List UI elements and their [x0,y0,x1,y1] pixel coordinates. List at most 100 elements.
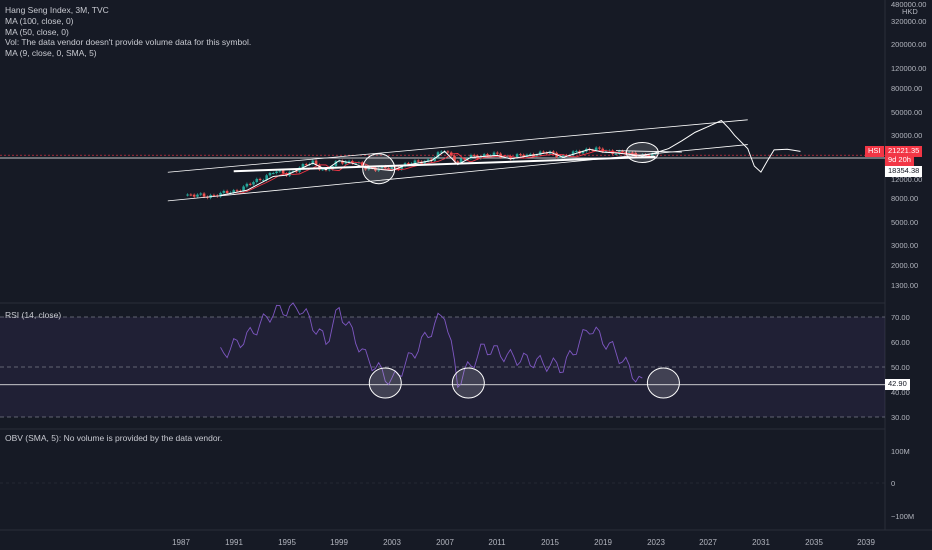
candle-body [436,152,440,158]
price-tick: 80000.00 [891,84,923,93]
time-tick: 2003 [383,538,401,547]
candle-body [248,183,252,185]
price-tick: 12000.00 [891,175,923,184]
candle-body [482,154,486,157]
candle-body [519,154,522,156]
last-price-tag: 21221.35 [885,146,923,157]
candle-body [472,154,476,156]
candle-body [581,151,585,154]
candle-body [295,171,298,173]
candle-body [383,166,387,169]
candle-body [225,190,229,193]
time-tick: 1991 [225,538,243,547]
candle-body [242,186,245,192]
candle-body [347,160,351,162]
candle-body [423,161,427,164]
candle-body [440,151,443,153]
highlight-ellipse [625,141,659,163]
obv-tick: 0 [891,479,896,488]
rsi-tick: 60.00 [891,338,910,347]
moving-average-line [233,149,656,195]
candle-body [285,173,288,176]
candle-body [486,154,489,156]
candle-body [446,151,450,153]
time-tick: 1987 [172,538,190,547]
legend-ma100[interactable]: MA (100, close, 0) [5,16,74,26]
rsi-highlight-ellipse [646,367,680,399]
candle-body [314,160,318,165]
countdown-tag: 9d 20h [885,155,914,166]
candle-body [558,156,562,158]
candle-body [387,168,390,170]
rsi-tick: 40.00 [891,388,910,397]
candle-body [327,169,331,171]
time-tick: 2031 [752,538,770,547]
candle-body [271,172,275,174]
candle-body [426,159,430,162]
channel-upper-line [167,119,748,173]
legend-ma50[interactable]: MA (50, close, 0) [5,27,69,37]
price-tick: 3000.00 [891,241,919,250]
candle-body [538,151,542,155]
obv-tick: 100M [891,447,910,456]
obv-tick: −100M [891,512,915,521]
candle-body [354,163,357,165]
candle-body [337,160,341,162]
candle-body [535,154,539,157]
candle-body [370,167,374,169]
candle-body [598,147,601,149]
time-tick: 2027 [699,538,717,547]
candle-body [456,161,460,163]
time-tick: 2007 [436,538,454,547]
trend-line-thick [233,155,656,173]
candle-body [591,150,595,152]
candle-body [192,194,196,197]
price-tick: 30000.00 [891,131,923,140]
candle-body [222,190,226,193]
price-tick: 50000.00 [891,108,923,117]
price-tick: 5000.00 [891,218,919,227]
candle-body [621,150,624,153]
legend-ma9[interactable]: MA (9, close, 0, SMA, 5) [5,48,97,58]
time-tick: 2035 [805,538,823,547]
candle-body [509,155,512,159]
candle-body [397,167,400,170]
rsi-label[interactable]: RSI (14, close) [5,310,62,320]
candle-body [492,152,496,156]
candle-body [232,190,236,193]
candle-body [453,155,456,162]
price-tick: 2000.00 [891,261,919,270]
candle-body [235,190,239,192]
candle-body [265,175,268,181]
candle-body [255,178,259,183]
candle-body [433,157,437,161]
rsi-line [220,302,643,389]
legend-vol[interactable]: Vol: The data vendor doesn't provide vol… [5,37,252,47]
rsi-tick: 30.00 [891,413,910,422]
legend-title[interactable]: Hang Seng Index, 3M, TVC [5,5,109,15]
candle-body [528,154,532,156]
candle-body [575,151,578,153]
candle-body [614,153,618,155]
candle-body [561,155,565,157]
candle-body [515,154,519,158]
time-tick: 2011 [488,538,506,547]
candle-body [344,161,348,164]
candle-body [252,182,255,185]
rsi-highlight-ellipse [451,367,485,399]
obv-label[interactable]: OBV (SMA, 5): No volume is provided by t… [5,433,223,443]
candle-body [552,151,555,153]
price-tick: 1300.00 [891,281,919,290]
candle-body [631,152,634,154]
rsi-highlight-ellipse [368,367,402,399]
candle-body [245,183,249,187]
price-tick: 120000.00 [891,64,927,73]
candle-body [301,164,305,168]
candle-body [219,192,222,197]
candle-body [318,164,321,170]
candle-body [416,160,420,162]
candle-body [407,163,410,165]
price-tick: 480000.00 [891,0,927,9]
